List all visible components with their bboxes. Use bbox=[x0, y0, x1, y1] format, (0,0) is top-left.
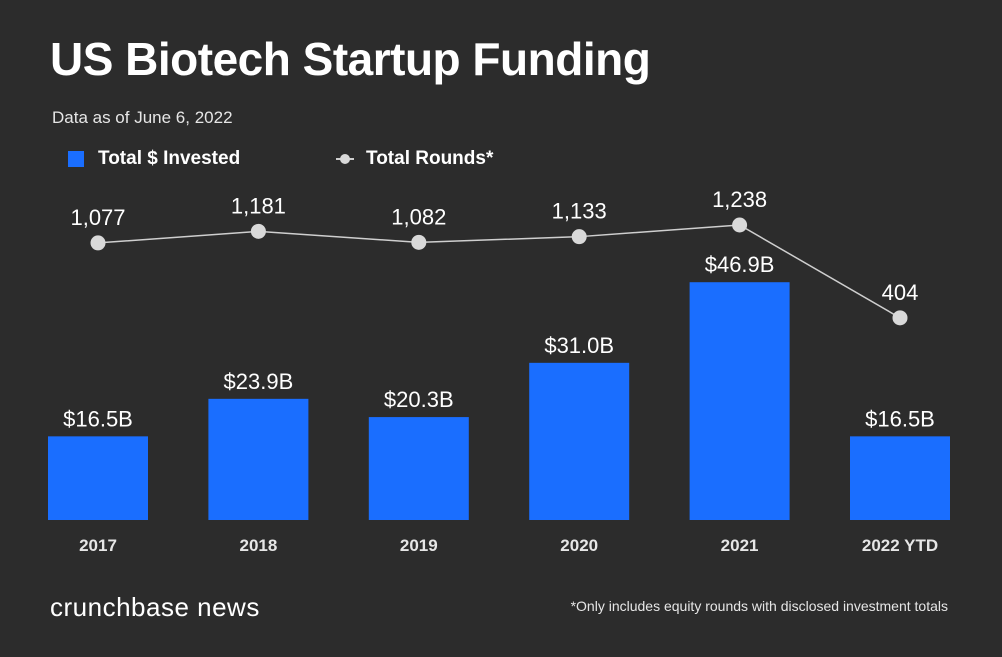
bar-value-label: $16.5B bbox=[63, 406, 133, 431]
legend-item-rounds: Total Rounds* bbox=[336, 148, 493, 170]
x-tick-label: 2017 bbox=[79, 536, 117, 555]
bar-value-label: $46.9B bbox=[705, 252, 775, 277]
x-tick-label: 2020 bbox=[560, 536, 598, 555]
legend-label-rounds: Total Rounds* bbox=[366, 148, 494, 169]
rounds-point bbox=[411, 234, 427, 250]
x-tick-label: 2018 bbox=[239, 536, 277, 555]
rounds-value-label: 1,181 bbox=[231, 193, 286, 218]
x-tick-label: 2021 bbox=[721, 536, 759, 555]
bar-value-label: $16.5B bbox=[865, 406, 935, 431]
rounds-value-label: 1,077 bbox=[70, 205, 125, 230]
x-tick-label: 2022 YTD bbox=[862, 536, 938, 555]
rounds-point bbox=[892, 310, 908, 326]
bar bbox=[48, 436, 148, 520]
chart-title: US Biotech Startup Funding bbox=[50, 33, 651, 85]
bar bbox=[368, 417, 469, 520]
bar-value-label: $23.9B bbox=[224, 369, 294, 394]
rounds-point bbox=[90, 235, 106, 251]
bar bbox=[689, 282, 790, 520]
rounds-point bbox=[250, 223, 266, 239]
rounds-value-label: 1,082 bbox=[391, 204, 446, 229]
legend-label-invested: Total $ Invested bbox=[98, 148, 241, 169]
x-tick-label: 2019 bbox=[400, 536, 438, 555]
bar-value-label: $31.0B bbox=[544, 333, 614, 358]
bar bbox=[529, 362, 630, 520]
rounds-value-label: 1,238 bbox=[712, 187, 767, 212]
rounds-value-label: 404 bbox=[882, 280, 919, 305]
rounds-value-label: 1,133 bbox=[552, 199, 607, 224]
rounds-line bbox=[97, 224, 901, 319]
bar bbox=[208, 398, 309, 520]
legend-item-invested: Total $ Invested bbox=[68, 148, 240, 170]
footnote: *Only includes equity rounds with disclo… bbox=[570, 598, 948, 614]
crunchbase-news-logo: crunchbase news bbox=[50, 592, 260, 622]
bar bbox=[850, 436, 950, 520]
chart-subtitle: Data as of June 6, 2022 bbox=[52, 108, 233, 127]
legend-swatch-bar bbox=[68, 151, 84, 167]
rounds-point bbox=[571, 229, 587, 245]
rounds-point bbox=[732, 217, 748, 233]
bar-value-label: $20.3B bbox=[384, 387, 454, 412]
legend-swatch-line bbox=[336, 151, 354, 167]
